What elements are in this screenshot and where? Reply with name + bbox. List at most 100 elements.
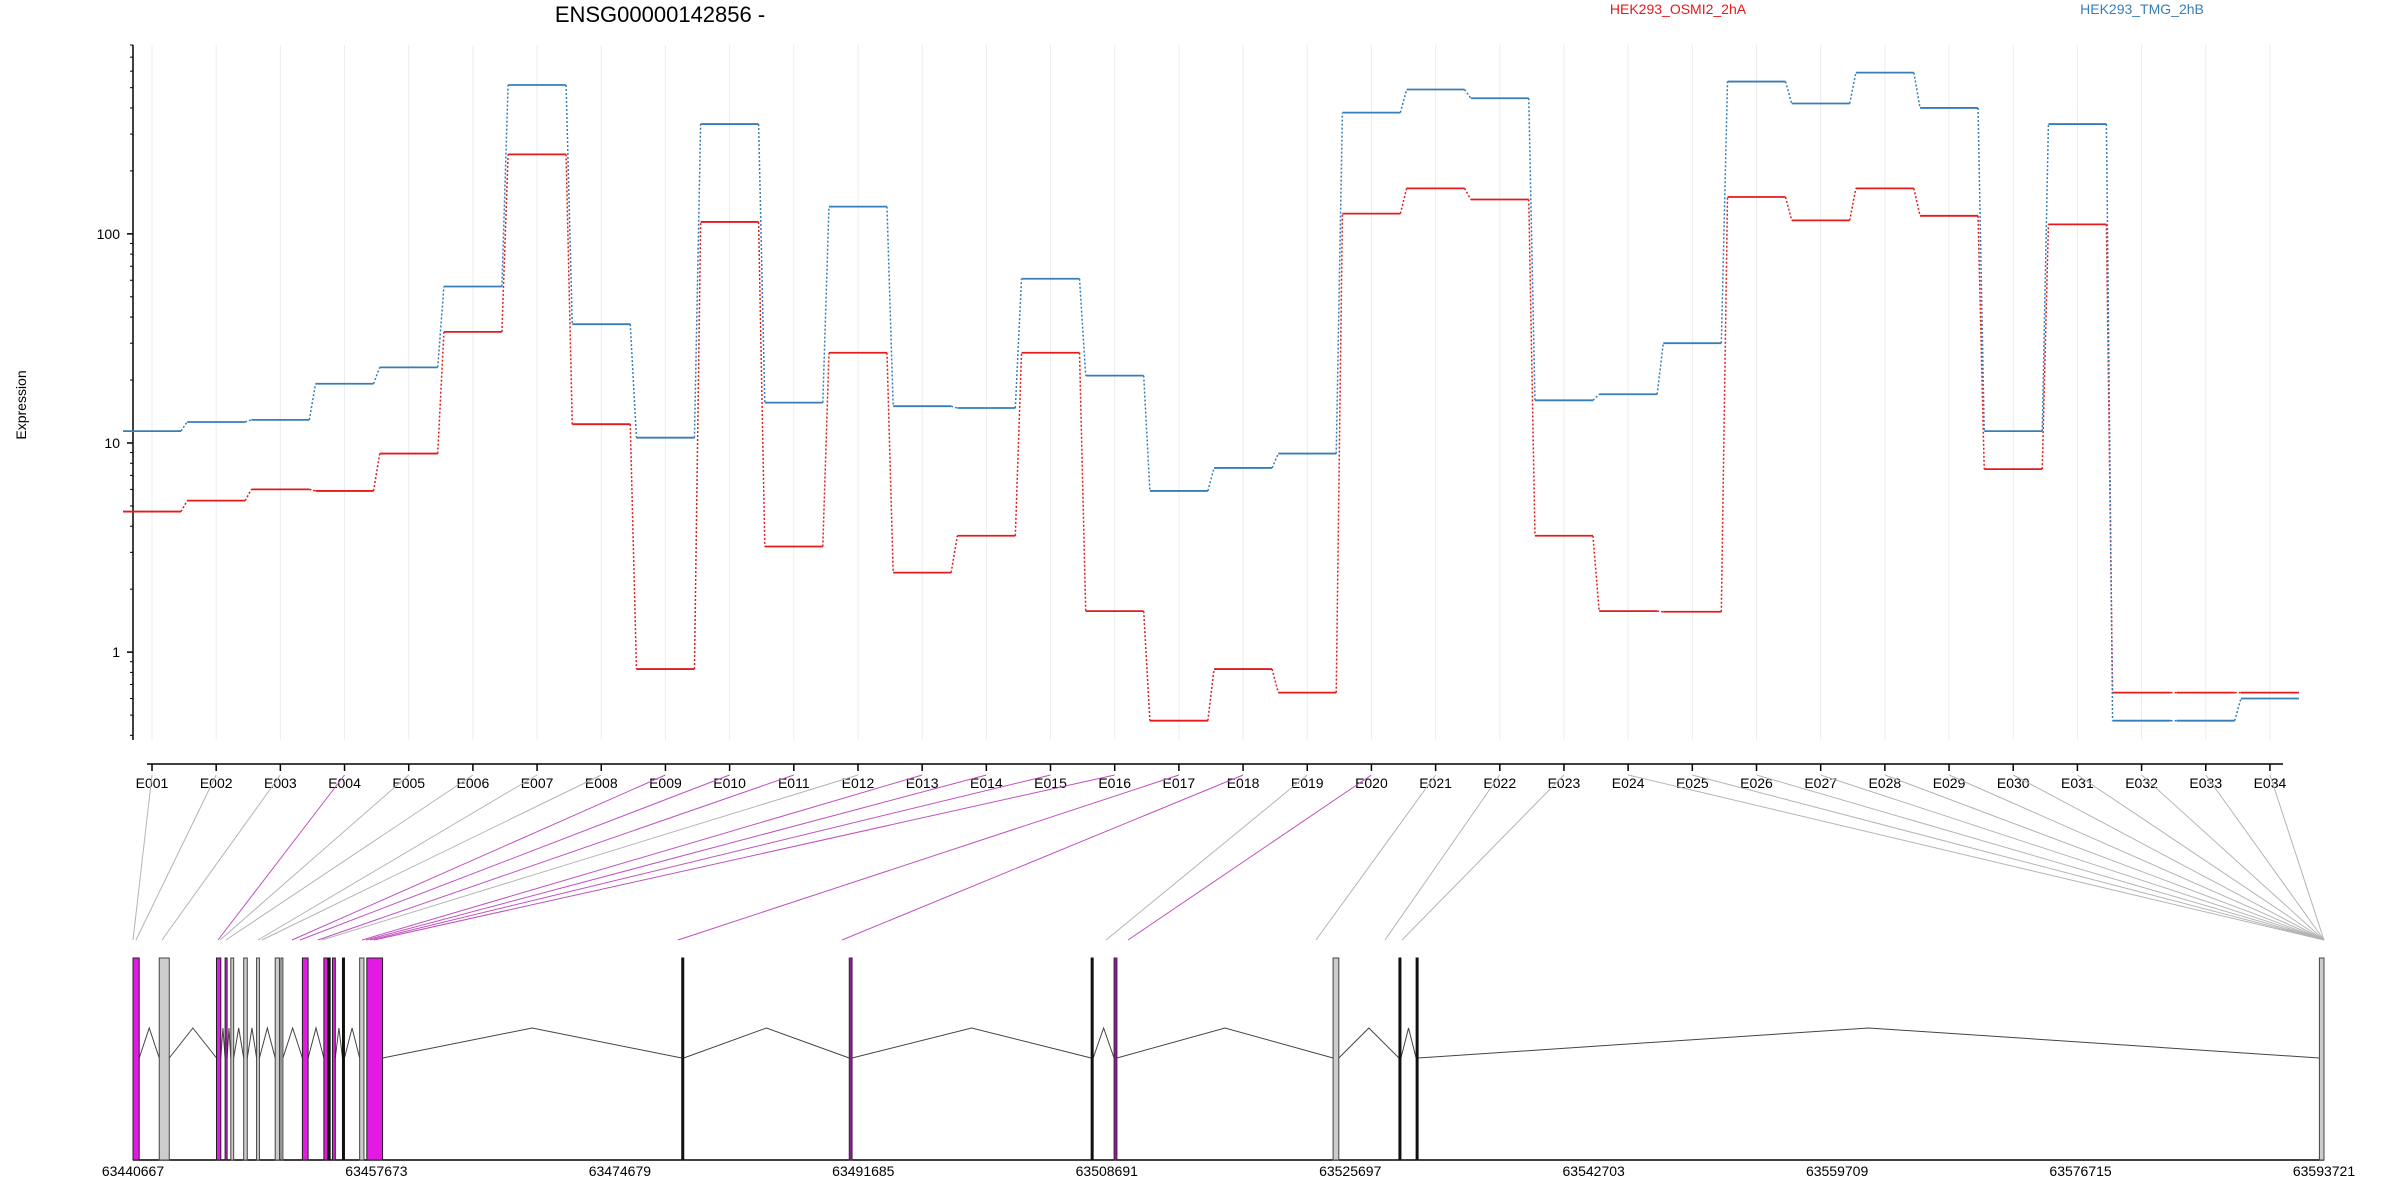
x-tick-label: E013 (906, 775, 939, 791)
transition-segment (822, 206, 830, 403)
intron-line (246, 1027, 258, 1059)
intron-line (282, 1026, 303, 1059)
transition-segment (1848, 72, 1857, 104)
transition-segment (1913, 72, 1921, 109)
exon-box (1332, 957, 1340, 1161)
x-tick-label: E032 (2125, 775, 2158, 791)
exon-connector (361, 774, 923, 941)
x-tick-label: E006 (457, 775, 490, 791)
transition-segment (1271, 453, 1279, 469)
transition-segment (2041, 124, 2050, 432)
axes (132, 45, 2283, 765)
exon-box (224, 957, 228, 1161)
x-tick-label: E030 (1997, 775, 2030, 791)
x-tick-label: E014 (970, 775, 1003, 791)
transition-segment (822, 352, 830, 547)
transition-segment (1142, 611, 1151, 721)
intron-line (1092, 1026, 1115, 1059)
x-tick-label: E004 (328, 775, 361, 791)
x-tick-label: E009 (649, 775, 682, 791)
transition-segment (1142, 375, 1151, 491)
exon-connector (1628, 774, 2325, 941)
exon-box (848, 957, 853, 1161)
transition-segment (372, 453, 381, 492)
x-tick-label: E033 (2189, 775, 2222, 791)
transition-segment (309, 488, 316, 492)
x-tick-label: E008 (585, 775, 618, 791)
coordinate-label: 63576715 (2049, 1163, 2112, 1179)
series-2 (123, 71, 2299, 722)
exon-connector (219, 774, 410, 941)
intron-line (1338, 1027, 1400, 1059)
transition-segment (886, 352, 894, 573)
transition-segment (501, 84, 509, 287)
x-tick-label: E010 (713, 775, 746, 791)
exon-connector (321, 774, 859, 941)
transition-segment (1784, 196, 1793, 221)
x-tick-label: E011 (778, 775, 810, 791)
transition-segment (950, 405, 958, 409)
exon-connector (291, 774, 666, 941)
exon-box (230, 957, 235, 1161)
x-tick-label: E025 (1676, 775, 1709, 791)
gene-model (132, 957, 2325, 1161)
transition-segment (1657, 610, 1664, 613)
transition-segment (244, 419, 252, 423)
transition-segment (501, 154, 509, 332)
y-tick-label: 10 (104, 435, 120, 451)
x-tick-label: E027 (1804, 775, 1837, 791)
transition-segment (1078, 278, 1087, 376)
transition-segment (629, 324, 638, 438)
series-1 (123, 153, 2299, 722)
intron-line (226, 1027, 232, 1059)
coordinate-label: 63542703 (1563, 1163, 1626, 1179)
y-tick-label: 1 (112, 644, 120, 660)
transition-segment (950, 535, 959, 573)
intron-line (1400, 1027, 1417, 1059)
exon-connector (1105, 774, 1308, 941)
exon-connector (1127, 774, 1372, 941)
exon-connector (2205, 774, 2325, 941)
transition-segment (1720, 81, 1729, 344)
exon-connector (1384, 774, 1501, 941)
transition-segment (1014, 278, 1023, 409)
intron-line (851, 1027, 1092, 1059)
transition-segment (1207, 467, 1215, 492)
transition-segment (1592, 535, 1600, 612)
x-tick-label: E029 (1933, 775, 1966, 791)
exon-connector (1884, 774, 2325, 941)
transition-segment (1399, 89, 1408, 113)
y-tick-label: 100 (97, 226, 121, 242)
exon-connectors (132, 774, 2325, 941)
exon-box (327, 957, 331, 1161)
x-tick-label: E026 (1740, 775, 1773, 791)
intron-line (138, 1026, 160, 1059)
exon-connector (365, 774, 987, 941)
chart-title: ENSG00000142856 - (555, 2, 765, 27)
transition-segment (1848, 188, 1857, 221)
transition-segment (1271, 668, 1279, 693)
x-tick-label: E007 (521, 775, 554, 791)
exon-box (274, 957, 280, 1161)
exon-box (341, 957, 345, 1161)
transition-segment (2234, 698, 2242, 721)
x-tick-label: E001 (136, 775, 169, 791)
y-minor-ticks (130, 44, 133, 736)
intron-line (334, 1027, 343, 1059)
exon-box (2318, 957, 2325, 1161)
exon-connector (373, 774, 1115, 941)
exon-connector (261, 774, 602, 941)
exon-connector (2141, 774, 2325, 941)
exon-connector (369, 774, 1051, 941)
exon-box (1415, 957, 1419, 1161)
transition-segment (308, 383, 317, 420)
transition-segment (1078, 352, 1087, 612)
y-tick-labels: 1 10 100 (97, 226, 133, 660)
transition-segment (1528, 199, 1536, 536)
exon-connector (1692, 774, 2325, 941)
intron-line (258, 1026, 276, 1059)
transition-segment (2105, 124, 2114, 721)
exon-box (681, 957, 685, 1161)
coordinate-label: 63559709 (1806, 1163, 1869, 1179)
